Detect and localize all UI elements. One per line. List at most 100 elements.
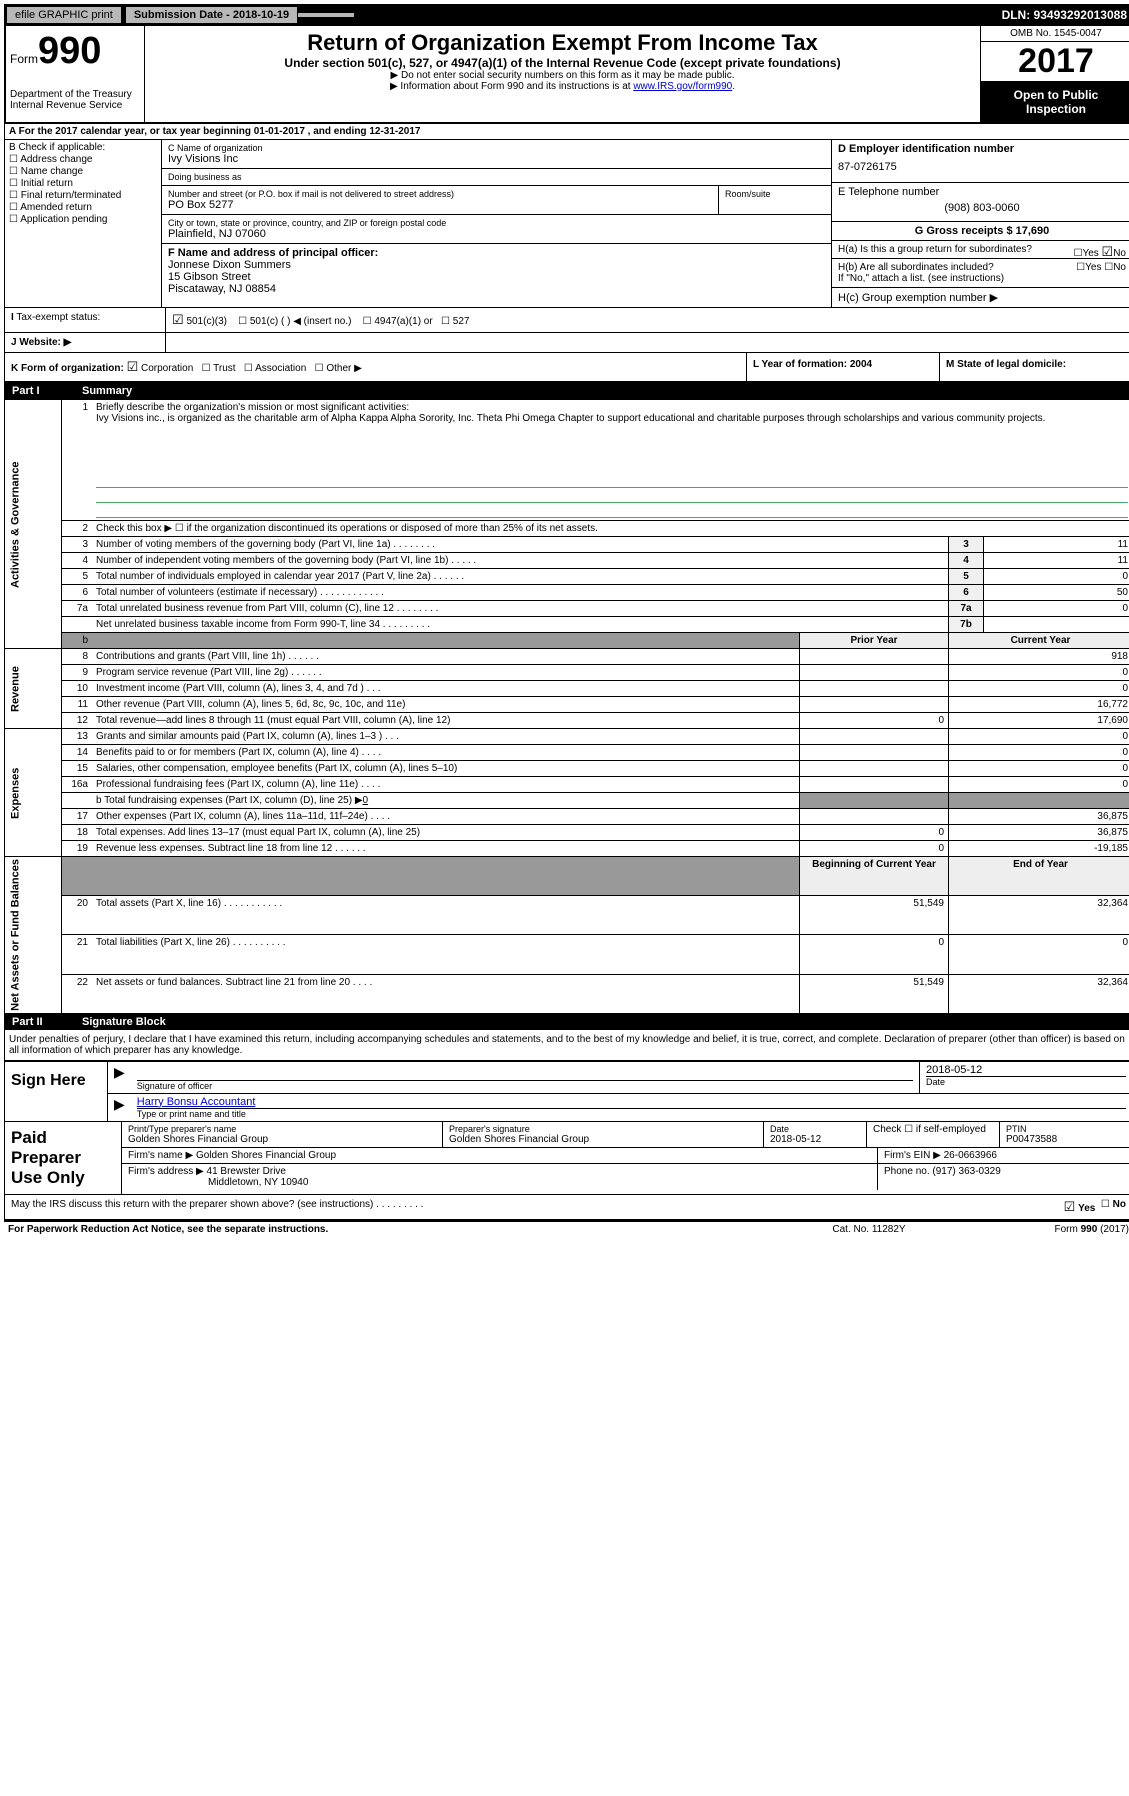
col-b-checkboxes: B Check if applicable: ☐ Address change … (5, 140, 162, 307)
mission-text: Ivy Visions inc., is organized as the ch… (96, 413, 1128, 473)
footer: For Paperwork Reduction Act Notice, see … (4, 1220, 1129, 1237)
type-name-field: Harry Bonsu Accountant Type or print nam… (131, 1094, 1129, 1121)
officer-name: Jonnese Dixon Summers (168, 259, 825, 271)
phone-cell: E Telephone number (908) 803-0060 (832, 183, 1129, 222)
paid-preparer-block: Paid Preparer Use Only Print/Type prepar… (4, 1122, 1129, 1195)
prep-ptin-cell: PTINP00473588 (1000, 1122, 1129, 1147)
line21: Total liabilities (Part X, line 26) . . … (92, 935, 800, 974)
address-value: PO Box 5277 (168, 199, 712, 211)
summary-table: Activities & Governance 1 Briefly descri… (4, 399, 1129, 1014)
line1-label: Briefly describe the organization's miss… (96, 402, 409, 413)
discuss-row: May the IRS discuss this return with the… (4, 1195, 1129, 1220)
line6: Total number of volunteers (estimate if … (92, 585, 949, 601)
cb-501c3[interactable]: ☑ (172, 312, 184, 327)
cb-final-return[interactable]: ☐ Final return/terminated (9, 190, 157, 201)
line13: Grants and similar amounts paid (Part IX… (92, 729, 800, 745)
top-bar: efile GRAPHIC print Submission Date - 20… (4, 4, 1129, 26)
year-formation: L Year of formation: 2004 (746, 353, 939, 381)
form-title: Return of Organization Exempt From Incom… (153, 30, 972, 56)
gross-receipts-cell: G Gross receipts $ 17,690 (832, 222, 1129, 241)
side-revenue: Revenue (5, 649, 62, 729)
cb-corporation[interactable]: ☑ (127, 359, 139, 374)
line12: Total revenue—add lines 8 through 11 (mu… (92, 713, 800, 729)
ein-value: 87-0726175 (838, 155, 1126, 179)
firm-name-cell: Firm's name ▶ Golden Shores Financial Gr… (122, 1148, 878, 1163)
part1-header: Part I Summary (4, 383, 1129, 399)
website-row: J Website: ▶ (4, 333, 1129, 353)
arrow-icon: ▶ (108, 1062, 131, 1093)
city-cell: City or town, state or province, country… (162, 215, 831, 244)
arrow-icon: ▶ (108, 1094, 131, 1121)
cb-amended-return[interactable]: ☐ Amended return (9, 202, 157, 213)
footer-right: Form 990 (2017) (969, 1224, 1129, 1235)
tax-status-row: I Tax-exempt status: ☑ 501(c)(3) ☐ 501(c… (4, 308, 1129, 333)
irs-link[interactable]: www.IRS.gov/form990 (633, 81, 732, 92)
footer-left: For Paperwork Reduction Act Notice, see … (8, 1224, 769, 1235)
city-value: Plainfield, NJ 07060 (168, 228, 825, 240)
cb-initial-return[interactable]: ☐ Initial return (9, 178, 157, 189)
paid-preparer-label: Paid Preparer Use Only (5, 1122, 122, 1194)
line9: Program service revenue (Part VIII, line… (92, 665, 800, 681)
officer-cell: F Name and address of principal officer:… (162, 244, 831, 298)
line20: Total assets (Part X, line 16) . . . . .… (92, 896, 800, 935)
prep-date-cell: Date2018-05-12 (764, 1122, 867, 1147)
line3: Number of voting members of the governin… (92, 537, 949, 553)
submission-date: Submission Date - 2018-10-19 (126, 7, 297, 23)
col-b-heading: B Check if applicable: (9, 142, 157, 153)
prep-name-cell: Print/Type preparer's nameGolden Shores … (122, 1122, 443, 1147)
line15: Salaries, other compensation, employee b… (92, 761, 800, 777)
dba-cell: Doing business as (162, 169, 831, 186)
firm-addr-cell: Firm's address ▶ 41 Brewster Drive Middl… (122, 1164, 878, 1190)
row-a-calendar-year: A For the 2017 calendar year, or tax yea… (4, 124, 1129, 140)
address-cell: Number and street (or P.O. box if mail i… (162, 186, 719, 214)
hb-cell: H(b) Are all subordinates included? ☐Yes… (832, 259, 1129, 288)
blank-button (297, 12, 355, 18)
footer-catno: Cat. No. 11282Y (769, 1224, 969, 1235)
form-word: Form (10, 52, 38, 66)
line16a: Professional fundraising fees (Part IX, … (92, 777, 800, 793)
dln-value: DLN: 93493292013088 (1002, 8, 1129, 22)
line22: Net assets or fund balances. Subtract li… (92, 974, 800, 1013)
officer-addr1: 15 Gibson Street (168, 271, 825, 283)
ha-cell: H(a) Is this a group return for subordin… (832, 241, 1129, 259)
signature-intro: Under penalties of perjury, I declare th… (4, 1030, 1129, 1060)
dept-treasury: Department of the Treasury Internal Reve… (10, 89, 140, 111)
prep-sig-cell: Preparer's signatureGolden Shores Financ… (443, 1122, 764, 1147)
line11: Other revenue (Part VIII, column (A), li… (92, 697, 800, 713)
efile-print-button[interactable]: efile GRAPHIC print (6, 6, 122, 24)
line10: Investment income (Part VIII, column (A)… (92, 681, 800, 697)
form-org-row: K Form of organization: ☑ Corporation ☐ … (4, 353, 1129, 383)
note-info: ▶ Information about Form 990 and its ins… (153, 81, 972, 92)
line19: Revenue less expenses. Subtract line 18 … (92, 841, 800, 857)
side-expenses: Expenses (5, 729, 62, 857)
cb-name-change[interactable]: ☐ Name change (9, 166, 157, 177)
note-ssn: ▶ Do not enter social security numbers o… (153, 70, 972, 81)
room-suite-cell: Room/suite (719, 186, 831, 214)
org-name-value: Ivy Visions Inc (168, 153, 825, 165)
prep-selfemp-cell[interactable]: Check ☐ if self-employed (867, 1122, 1000, 1147)
discuss-no[interactable]: ☐ No (1095, 1199, 1126, 1215)
cb-application-pending[interactable]: ☐ Application pending (9, 214, 157, 225)
hc-cell: H(c) Group exemption number ▶ (832, 288, 1129, 307)
line7a: Total unrelated business revenue from Pa… (92, 601, 949, 617)
state-domicile: M State of legal domicile: (939, 353, 1129, 381)
discuss-yes[interactable]: ☑ Yes (1064, 1199, 1096, 1215)
tax-year: 2017 (981, 42, 1129, 82)
form-header: Form990 Department of the Treasury Inter… (4, 26, 1129, 124)
line14: Benefits paid to or for members (Part IX… (92, 745, 800, 761)
ein-cell: D Employer identification number 87-0726… (832, 140, 1129, 183)
firm-ein-cell: Firm's EIN ▶ 26-0663966 (878, 1148, 1129, 1163)
form-number: 990 (38, 30, 101, 72)
side-governance: Activities & Governance (5, 400, 62, 649)
sign-here-block: Sign Here ▶ Signature of officer 2018-05… (4, 1060, 1129, 1122)
officer-addr2: Piscataway, NJ 08854 (168, 283, 825, 295)
line2: Check this box ▶ ☐ if the organization d… (92, 521, 1129, 537)
line16b: b Total fundraising expenses (Part IX, c… (92, 793, 800, 809)
open-public-badge: Open to Public Inspection (981, 82, 1129, 122)
line4: Number of independent voting members of … (92, 553, 949, 569)
officer-signature-field[interactable]: Signature of officer (131, 1062, 919, 1093)
line5: Total number of individuals employed in … (92, 569, 949, 585)
side-netassets: Net Assets or Fund Balances (5, 857, 62, 1014)
cb-address-change[interactable]: ☐ Address change (9, 154, 157, 165)
officer-typed-name[interactable]: Harry Bonsu Accountant (137, 1096, 1126, 1108)
